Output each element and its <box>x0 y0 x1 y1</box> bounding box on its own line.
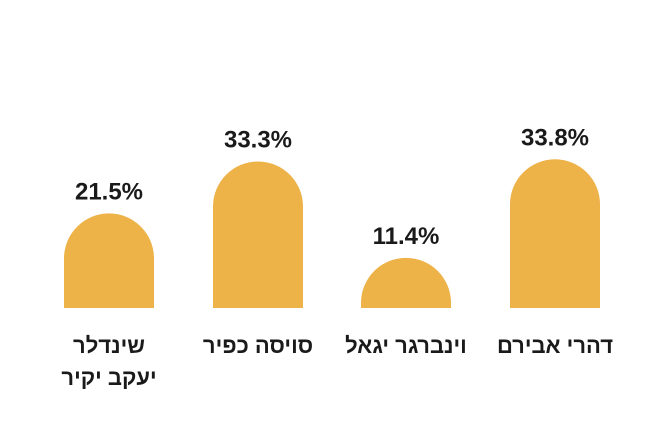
category-label-2-line-1: סויסה כפיר <box>203 333 313 358</box>
value-label-3: 11.4% <box>373 223 440 250</box>
bar-4 <box>510 159 600 308</box>
category-label-3-line-1: וינברגר יגאל <box>345 333 467 358</box>
bar-3 <box>361 257 451 308</box>
category-label-1-line-2: יעקב יקיר <box>61 365 156 390</box>
value-label-4: 33.8% <box>521 124 589 151</box>
bar-2 <box>213 161 303 308</box>
value-label-2: 33.3% <box>224 126 292 153</box>
value-label-1: 21.5% <box>75 178 143 205</box>
category-label-4-line-1: דהרי אבירם <box>497 333 613 358</box>
category-label-1-line-1: שינדלר <box>73 333 145 358</box>
bar-1 <box>64 213 154 308</box>
